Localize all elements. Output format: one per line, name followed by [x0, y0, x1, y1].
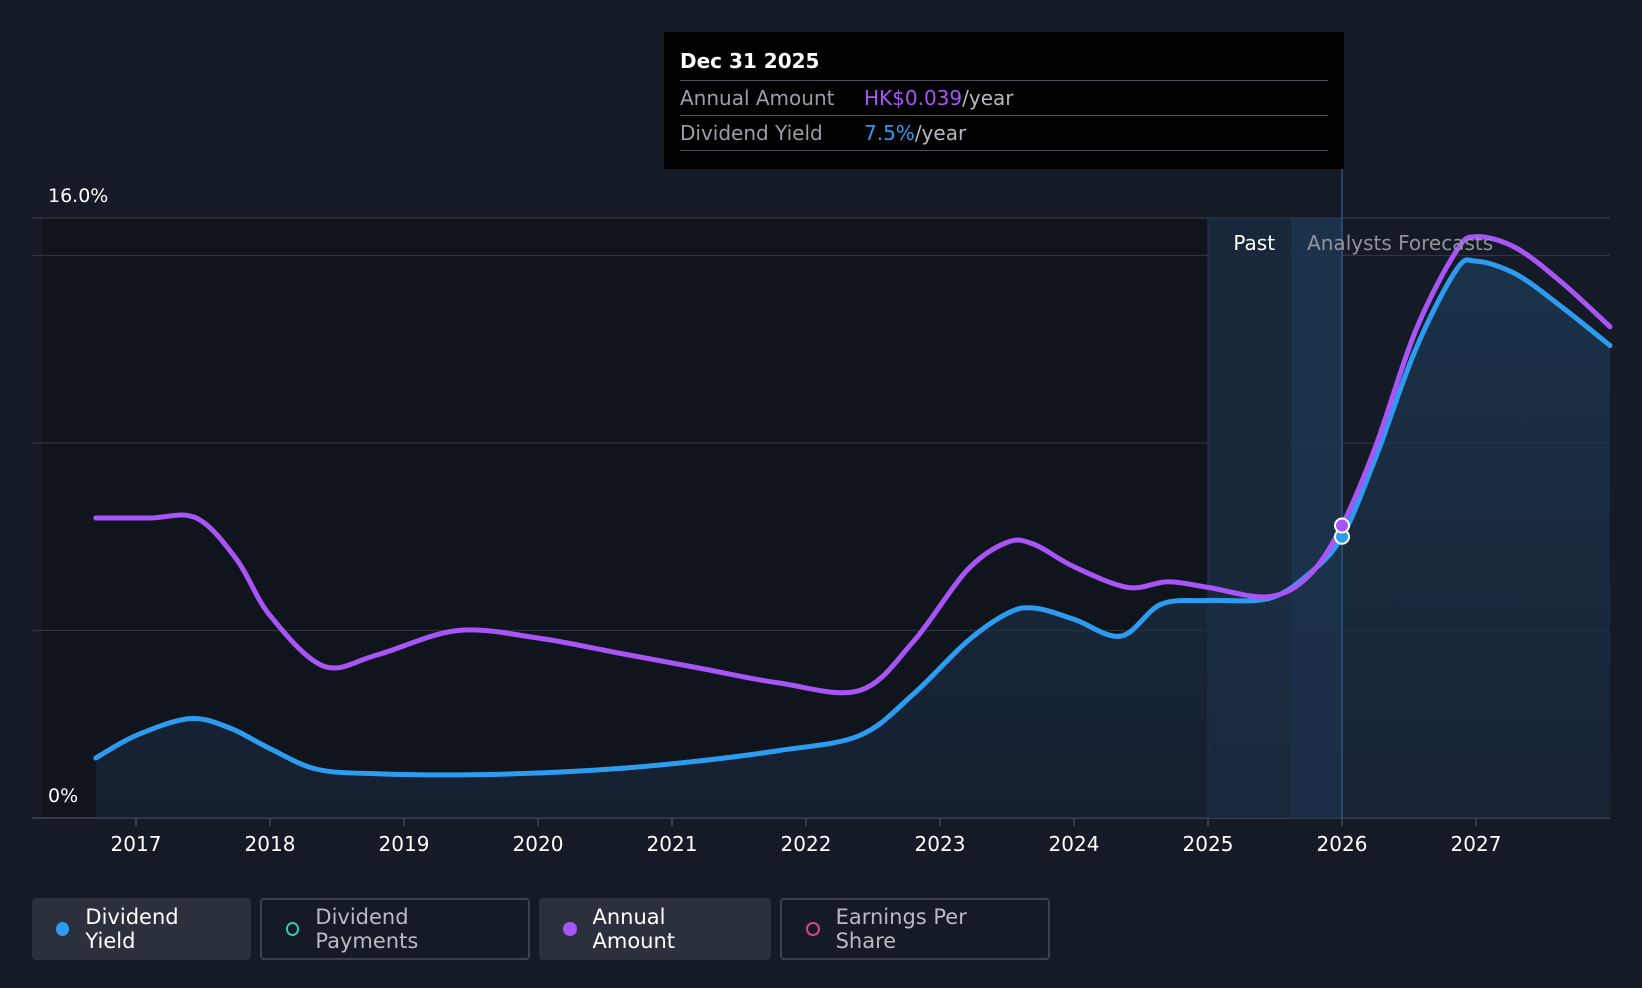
y-tick-label: 0% — [48, 785, 78, 807]
x-tick-label: 2018 — [245, 832, 296, 856]
annual-amount-dot-icon — [563, 922, 577, 936]
tooltip-yield-row: Dividend Yield 7.5% /year — [680, 116, 1328, 151]
x-tick-label: 2020 — [513, 832, 564, 856]
legend-dividend-payments[interactable]: Dividend Payments — [260, 898, 530, 960]
tooltip-annual-unit: /year — [962, 86, 1014, 110]
legend-earnings-per-share[interactable]: Earnings Per Share — [780, 898, 1050, 960]
past-region-label: Past — [1233, 231, 1275, 255]
tooltip-annual-row: Annual Amount HK$0.039 /year — [680, 81, 1328, 116]
legend-annual-amount[interactable]: Annual Amount — [539, 898, 771, 960]
chart-legend: Dividend Yield Dividend Payments Annual … — [32, 898, 1050, 960]
x-tick-label: 2021 — [647, 832, 698, 856]
x-tick-label: 2019 — [379, 832, 430, 856]
dividend-yield-dot-icon — [56, 922, 70, 936]
dividend-yield-area — [95, 259, 1610, 818]
tooltip-yield-value: 7.5% — [864, 121, 915, 145]
tooltip-annual-label: Annual Amount — [680, 86, 835, 110]
dividend-payments-ring-icon — [286, 922, 300, 936]
legend-dividend-yield-label: Dividend Yield — [85, 905, 179, 953]
forecast-region-label: Analysts Forecasts — [1307, 231, 1493, 255]
dividend-yield-line — [93, 257, 1613, 778]
x-tick-label: 2027 — [1451, 832, 1502, 856]
x-tick-label: 2025 — [1183, 832, 1234, 856]
x-tick-label: 2022 — [781, 832, 832, 856]
legend-dividend-payments-label: Dividend Payments — [315, 905, 419, 953]
chart-tooltip: Dec 31 2025 Annual Amount HK$0.039 /year… — [664, 32, 1344, 169]
x-tick-label: 2023 — [915, 832, 966, 856]
legend-dividend-yield[interactable]: Dividend Yield — [32, 898, 251, 960]
legend-earnings-per-share-label: Earnings Per Share — [835, 905, 967, 953]
tooltip-yield-unit: /year — [914, 121, 967, 145]
x-tick-label: 2024 — [1049, 832, 1100, 856]
y-tick-label: 16.0% — [48, 185, 108, 207]
tooltip-yield-label: Dividend Yield — [680, 121, 823, 145]
tooltip-date: Dec 31 2025 — [680, 46, 1328, 81]
annual-amount-marker — [1334, 517, 1350, 534]
x-tick-label: 2026 — [1317, 832, 1368, 856]
annual-amount-line — [93, 234, 1613, 696]
earnings-per-share-ring-icon — [806, 922, 820, 936]
x-tick-label: 2017 — [111, 832, 162, 856]
tooltip-annual-value: HK$0.039 — [864, 86, 963, 110]
legend-annual-amount-label: Annual Amount — [592, 905, 676, 953]
